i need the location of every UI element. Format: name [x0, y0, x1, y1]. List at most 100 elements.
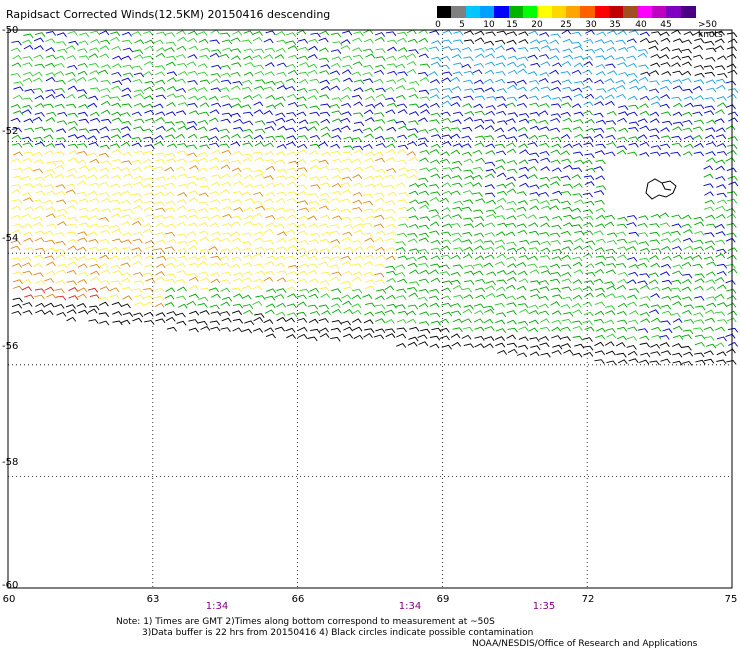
wind-barb	[563, 214, 574, 220]
wind-barb	[573, 45, 584, 51]
wind-barb	[407, 304, 419, 310]
wind-barb	[528, 230, 540, 236]
wind-barb	[716, 248, 727, 254]
wind-barb	[331, 134, 342, 140]
wind-barb	[726, 63, 737, 69]
wind-barb	[351, 309, 362, 315]
wind-barb	[99, 182, 110, 187]
wind-barb	[132, 65, 143, 71]
wind-barb	[22, 166, 33, 172]
wind-barb	[439, 64, 450, 70]
wind-barb	[419, 311, 430, 317]
wind-barb	[418, 89, 430, 95]
wind-barb	[110, 224, 121, 230]
wind-barb	[584, 49, 596, 54]
wind-barb	[89, 294, 100, 300]
wind-barb	[452, 39, 464, 45]
wind-barb	[385, 143, 396, 149]
wind-barb	[584, 326, 595, 332]
wind-barb	[176, 150, 188, 156]
wind-barb	[276, 238, 287, 243]
wind-barb	[650, 286, 661, 292]
wind-barb	[716, 96, 727, 101]
wind-barb	[672, 264, 683, 270]
wind-barb	[650, 145, 662, 150]
wind-barb	[551, 167, 562, 173]
wind-barb	[285, 78, 296, 83]
wind-barb	[12, 263, 23, 268]
wind-barb	[375, 48, 386, 54]
wind-barb	[220, 134, 231, 140]
wind-barb	[252, 36, 263, 42]
wind-barb	[253, 151, 264, 157]
wind-barb	[396, 288, 407, 294]
wind-barb	[385, 247, 396, 252]
wind-barb	[475, 278, 486, 284]
colorbar-swatch	[652, 6, 667, 18]
wind-barb	[76, 159, 87, 165]
wind-barb	[188, 319, 199, 324]
wind-barb	[144, 192, 155, 197]
wind-barb	[88, 319, 99, 324]
wind-barb	[265, 303, 276, 309]
wind-barb	[111, 63, 122, 69]
wind-barb	[429, 312, 441, 318]
wind-barb	[241, 191, 252, 197]
wind-barb	[594, 310, 605, 316]
wind-barb	[660, 62, 671, 67]
wind-barb	[439, 335, 450, 341]
wind-barb	[77, 150, 88, 156]
wind-barb	[430, 191, 441, 197]
wind-barb	[68, 40, 79, 46]
wind-barb	[518, 255, 529, 260]
wind-barb	[648, 45, 659, 51]
wind-barb	[474, 118, 485, 124]
wind-barb	[286, 334, 296, 339]
wind-barb	[133, 89, 145, 95]
wind-barb	[177, 303, 188, 309]
wind-barb	[331, 190, 342, 196]
wind-barb	[539, 216, 550, 221]
wind-barb	[494, 205, 505, 210]
wind-barb	[32, 168, 43, 174]
wind-barb	[265, 104, 277, 110]
wind-barb	[89, 47, 100, 53]
wind-barb	[319, 238, 330, 244]
wind-barb	[288, 264, 299, 270]
wind-barb	[45, 239, 56, 245]
wind-barb	[672, 334, 684, 340]
wind-barb	[88, 53, 99, 59]
wind-barb	[563, 164, 573, 170]
wind-barb	[506, 215, 517, 221]
wind-barb	[629, 310, 639, 315]
wind-barb	[551, 326, 562, 332]
wind-barb	[329, 230, 341, 236]
wind-barb	[330, 62, 341, 68]
wind-barb	[12, 223, 23, 229]
wind-barb	[461, 135, 472, 141]
wind-barb	[197, 126, 208, 132]
wind-barb	[33, 254, 44, 260]
wind-barb	[33, 88, 44, 93]
wind-barb	[582, 320, 593, 326]
wind-barb	[527, 166, 538, 171]
wind-barb	[683, 135, 694, 141]
wind-barb	[375, 64, 386, 70]
wind-barb	[231, 256, 242, 262]
wind-barb	[222, 103, 233, 109]
wind-barb	[340, 125, 351, 131]
wind-barb	[10, 104, 21, 109]
wind-barb	[365, 53, 376, 59]
wind-barb	[200, 216, 211, 221]
wind-barb	[210, 326, 221, 332]
wind-barb	[10, 47, 21, 53]
wind-barb	[639, 303, 650, 309]
wind-barb	[617, 319, 628, 325]
wind-barb	[615, 56, 626, 62]
wind-barb	[22, 302, 33, 307]
wind-barb	[285, 327, 296, 333]
wind-barb	[77, 62, 88, 68]
wind-barb	[626, 344, 637, 350]
wind-barb	[233, 180, 243, 186]
